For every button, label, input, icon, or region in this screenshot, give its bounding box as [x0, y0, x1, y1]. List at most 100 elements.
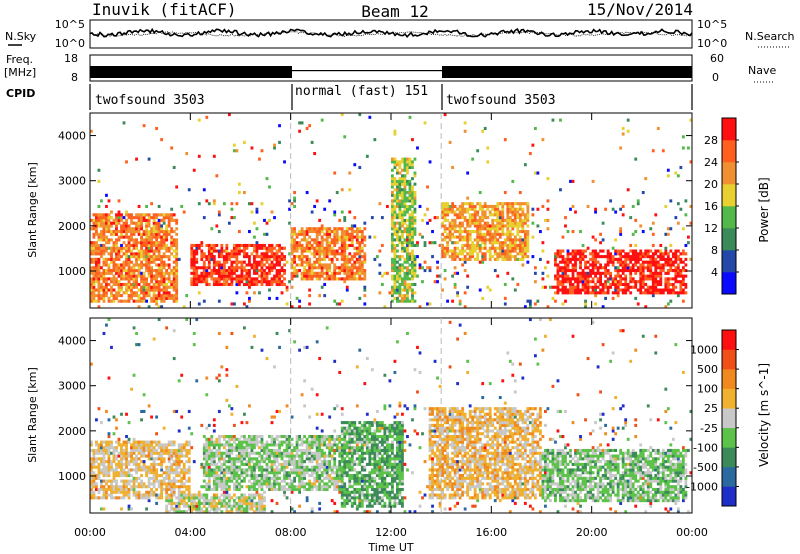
- heatmap-cell: [461, 235, 465, 239]
- heatmap-cell: [197, 291, 201, 295]
- heatmap-cell: [125, 277, 128, 281]
- heatmap-cell: [493, 224, 497, 228]
- heatmap-cell: [586, 260, 590, 264]
- heatmap-cell: [112, 446, 116, 450]
- heatmap-cell: [340, 266, 344, 270]
- heatmap-cell: [290, 241, 294, 245]
- heatmap-cell: [639, 280, 643, 284]
- heatmap-cell: [333, 230, 337, 234]
- heatmap-cell: [222, 271, 226, 275]
- nsky-tick-low: 10^0: [55, 37, 85, 50]
- heatmap-cell: [115, 496, 118, 500]
- heatmap-cell: [147, 305, 151, 309]
- heatmap-cell: [222, 263, 226, 267]
- heatmap-cell: [130, 291, 133, 295]
- heatmap-cell: [120, 507, 123, 511]
- heatmap-cell: [253, 243, 256, 248]
- heatmap-cell: [177, 460, 181, 464]
- heatmap-cell: [105, 474, 108, 478]
- heatmap-cell: [293, 232, 296, 236]
- heatmap-cell: [232, 476, 236, 480]
- heatmap-cell: [343, 252, 347, 256]
- heatmap-cell: [100, 482, 103, 486]
- heatmap-cell: [461, 213, 465, 217]
- heatmap-cell: [596, 266, 600, 270]
- heatmap-cell: [217, 474, 221, 478]
- heatmap-cell: [227, 465, 231, 469]
- heatmap-cell: [177, 493, 181, 497]
- heatmap-cell: [561, 257, 565, 261]
- heatmap-cell: [594, 291, 597, 295]
- heatmap-cell: [624, 263, 628, 267]
- heatmap-cell: [403, 179, 407, 183]
- heatmap-cell: [162, 282, 166, 287]
- heatmap-cell: [92, 493, 96, 497]
- heatmap-cell: [95, 252, 98, 256]
- heatmap-cell: [413, 216, 417, 220]
- heatmap-cell: [197, 499, 201, 503]
- heatmap-cell: [320, 285, 324, 289]
- heatmap-cell: [496, 207, 500, 211]
- heatmap-cell: [107, 432, 111, 436]
- heatmap-cell: [100, 462, 103, 466]
- heatmap-cell: [621, 271, 625, 275]
- heatmap-cell: [207, 501, 211, 505]
- heatmap-cell: [182, 210, 186, 214]
- heatmap-cell: [581, 269, 585, 273]
- heatmap-cell: [127, 263, 131, 267]
- heatmap-cell: [107, 224, 111, 228]
- heatmap-cell: [483, 213, 487, 217]
- heatmap-cell: [120, 412, 123, 416]
- heatmap-cell: [150, 280, 154, 284]
- heatmap-cell: [584, 274, 587, 278]
- heatmap-cell: [205, 271, 209, 275]
- heatmap-cell: [140, 299, 143, 303]
- heatmap-cell: [140, 479, 143, 483]
- heatmap-cell: [172, 296, 176, 300]
- heatmap-cell: [187, 465, 191, 469]
- heatmap-cell: [649, 277, 653, 281]
- heatmap-cell: [227, 437, 231, 441]
- heatmap-cell: [117, 440, 121, 444]
- heatmap-cell: [270, 246, 274, 250]
- heatmap-cell: [403, 271, 407, 275]
- heatmap-cell: [468, 232, 472, 236]
- heatmap-cell: [160, 238, 164, 242]
- heatmap-cell: [140, 291, 143, 295]
- heatmap-cell: [468, 218, 472, 222]
- heatmap-cell: [666, 282, 670, 287]
- heatmap-cell: [318, 249, 322, 253]
- heatmap-cell: [318, 230, 322, 234]
- heatmap-cell: [175, 255, 179, 259]
- heatmap-cell: [192, 282, 196, 287]
- heatmap-cell: [232, 260, 236, 264]
- heatmap-cell: [335, 235, 339, 239]
- heatmap-cell: [391, 294, 394, 298]
- heatmap-cell: [117, 213, 121, 217]
- heatmap-cell: [533, 280, 537, 284]
- heatmap-cell: [170, 485, 174, 489]
- heatmap-cell: [230, 476, 234, 480]
- heatmap-cell: [463, 235, 467, 239]
- heatmap-cell: [132, 326, 136, 330]
- heatmap-cell: [115, 216, 118, 220]
- heatmap-cell: [263, 232, 266, 236]
- heatmap-cell: [202, 435, 206, 439]
- heatmap-cell: [406, 199, 409, 203]
- nsky-label: N.Sky: [5, 30, 37, 43]
- heatmap-cell: [383, 305, 387, 309]
- heatmap-cell: [308, 274, 312, 278]
- heatmap-cell: [240, 507, 244, 511]
- heatmap-cell: [290, 232, 294, 236]
- heatmap-cell: [107, 213, 111, 217]
- heatmap-cell: [385, 204, 389, 209]
- heatmap-cell: [132, 460, 136, 464]
- heatmap-cell: [661, 149, 665, 153]
- heatmap-cell: [225, 282, 229, 287]
- heatmap-cell: [513, 221, 517, 225]
- heatmap-cell: [355, 252, 359, 256]
- heatmap-cell: [280, 266, 284, 270]
- heatmap-cell: [142, 440, 146, 444]
- heatmap-cell: [516, 227, 520, 231]
- heatmap-cell: [248, 263, 251, 267]
